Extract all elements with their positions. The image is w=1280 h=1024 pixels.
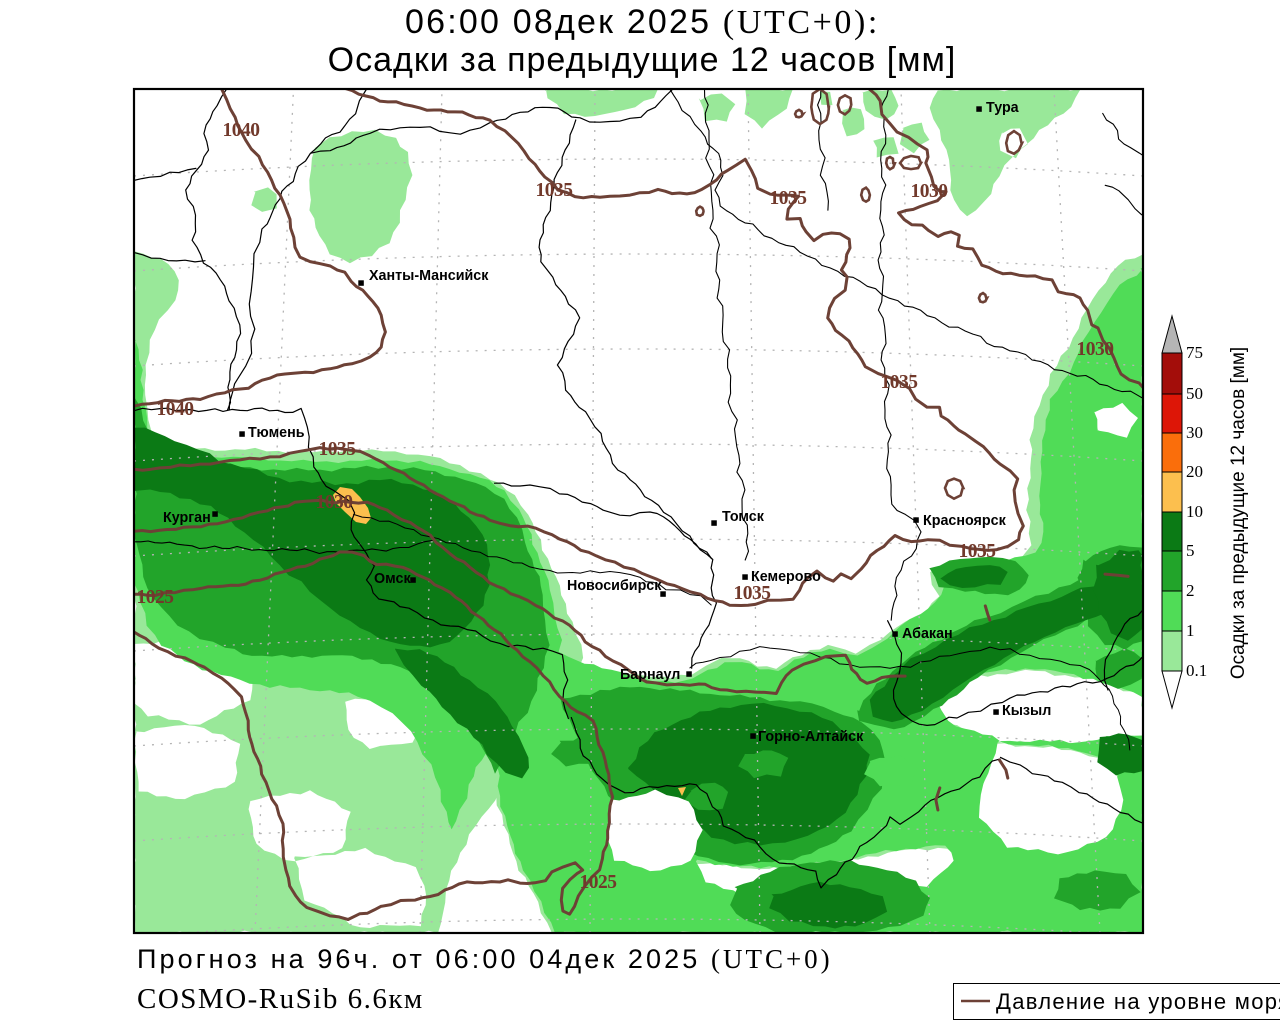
svg-text:Кызыл: Кызыл [1002, 703, 1051, 719]
svg-text:30: 30 [1186, 423, 1203, 442]
svg-text:2: 2 [1186, 581, 1195, 600]
svg-text:COSMO-RuSib 6.6км: COSMO-RuSib 6.6км [137, 983, 424, 1015]
svg-text:1025: 1025 [137, 587, 175, 608]
svg-text:50: 50 [1186, 384, 1203, 403]
svg-text:10: 10 [1186, 502, 1203, 521]
svg-text:Осадки за предыдущие 12 часов: Осадки за предыдущие 12 часов [мм] [328, 41, 957, 79]
svg-text:Прогноз на 96ч. от 06:00 04дек: Прогноз на 96ч. от 06:00 04дек 2025 (UTC… [137, 944, 833, 974]
svg-text:1030: 1030 [316, 492, 353, 513]
svg-text:Горно-Алтайск: Горно-Алтайск [758, 729, 864, 745]
svg-text:1035: 1035 [959, 541, 997, 562]
svg-text:1025: 1025 [580, 872, 618, 893]
svg-text:Кемерово: Кемерово [751, 569, 821, 585]
svg-text:1035: 1035 [734, 583, 772, 604]
svg-text:1030: 1030 [911, 181, 948, 202]
svg-text:1040: 1040 [223, 120, 260, 141]
svg-text:1030: 1030 [1077, 339, 1114, 360]
svg-text:1035: 1035 [770, 188, 808, 209]
svg-text:20: 20 [1186, 462, 1203, 481]
svg-text:Ханты-Мансийск: Ханты-Мансийск [369, 268, 489, 284]
svg-text:Тура: Тура [986, 100, 1020, 116]
svg-text:5: 5 [1186, 541, 1195, 560]
svg-text:Курган: Курган [163, 510, 211, 526]
svg-text:06:00 08дек 2025 (UTC+0):: 06:00 08дек 2025 (UTC+0): [405, 3, 880, 41]
svg-text:Омск: Омск [374, 571, 411, 587]
svg-text:1035: 1035 [536, 180, 574, 201]
svg-text:1035: 1035 [881, 372, 919, 393]
svg-text:Давление на уровне моря: Давление на уровне моря [996, 989, 1280, 1014]
svg-text:0.1: 0.1 [1186, 661, 1207, 680]
svg-text:Новосибирск: Новосибирск [567, 578, 662, 594]
svg-text:Тюмень: Тюмень [248, 425, 305, 441]
svg-text:1035: 1035 [319, 439, 357, 460]
svg-text:Барнаул: Барнаул [620, 667, 680, 683]
svg-text:75: 75 [1186, 343, 1203, 362]
svg-text:Томск: Томск [722, 509, 765, 525]
svg-text:Осадки за предыдущие 12 часов: Осадки за предыдущие 12 часов [мм] [1228, 347, 1249, 679]
svg-text:Красноярск: Красноярск [923, 513, 1007, 529]
svg-text:1040: 1040 [157, 399, 194, 420]
svg-text:1: 1 [1186, 621, 1195, 640]
svg-text:Абакан: Абакан [902, 626, 953, 642]
